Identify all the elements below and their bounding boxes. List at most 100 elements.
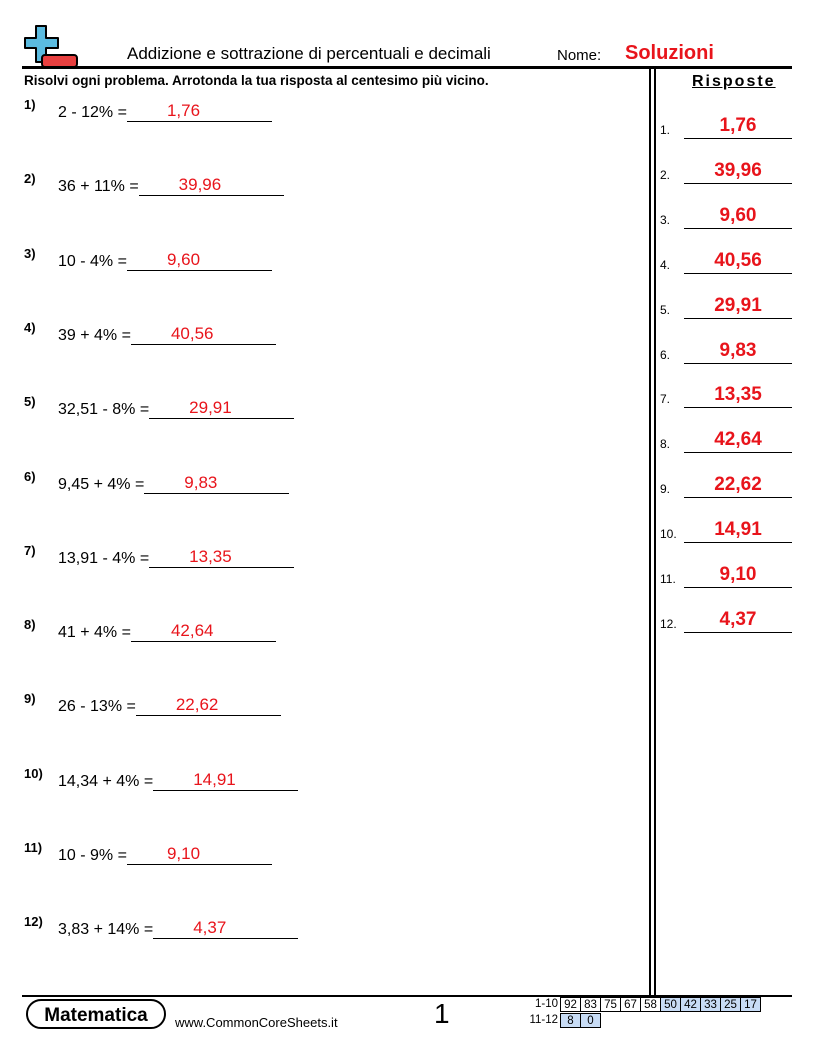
answer-number: 1. [660,123,671,137]
score-cell: 25 [720,997,741,1012]
worksheet-title: Addizione e sottrazione di percentuali e… [127,44,491,63]
answer-value: 39,96 [684,159,792,184]
header-divider [22,66,792,69]
score-cell: 42 [680,997,701,1012]
answer-number: 9. [660,482,671,497]
problem-item: 11) 10 - 9% = 9,10 [24,840,272,865]
answers-heading: Risposte [692,73,776,90]
site-url: www.CommonCoreSheets.it [175,1015,338,1030]
score-cell: 67 [620,997,641,1012]
problem-answer: 29,91 [149,398,295,420]
problem-answer: 40,56 [130,324,276,345]
answer-key-item: 1. 1,76 [660,109,792,139]
problem-expression: 9,45 + 4% = [58,475,145,493]
problem-expression: 10 - 4% = [58,252,127,270]
problem-answer: 14,91 [153,770,299,791]
problem-number: 12) [24,914,43,930]
score-cell: 8 [560,1013,581,1028]
problem-answer: 9,10 [126,844,272,865]
problem-number: 7) [24,542,36,558]
answer-number: 11. [660,572,676,586]
problem-expression: 2 - 12% = [58,104,127,121]
answer-value: 29,91 [684,294,792,319]
answer-number: 10. [660,527,677,542]
problem-item: 10) 14,34 + 4% = 14,91 [24,766,299,791]
answer-key-item: 3. 9,60 [660,199,792,229]
problem-number: 10) [24,765,43,781]
column-divider [649,69,651,995]
problem-answer: 39,96 [138,175,284,197]
score-row-label: 11-12 [529,1014,558,1026]
score-cell: 17 [740,997,761,1012]
problem-item: 5) 32,51 - 8% = 29,91 [24,394,295,420]
problem-item: 9) 26 - 13% = 22,62 [24,691,281,717]
answer-key-item: 2. 39,96 [660,154,792,184]
answer-number: 5. [660,302,671,317]
name-label: Nome: [557,47,602,64]
problem-answer: 42,64 [130,621,276,643]
answer-value: 9,83 [684,339,792,364]
answer-number: 3. [660,212,671,227]
answer-number: 4. [660,257,671,272]
answer-key-item: 9. 22,62 [660,468,792,499]
problem-item: 1) 2 - 12% = 1,76 [24,97,272,122]
problem-number: 4) [24,319,36,335]
answer-value: 13,35 [684,383,792,409]
answer-value: 40,56 [684,249,792,274]
answer-number: 2. [660,167,671,182]
answer-number: 8. [660,437,671,452]
brand-badge: Matematica [26,999,166,1029]
problem-expression: 14,34 + 4% = [58,772,154,790]
problem-item: 7) 13,91 - 4% = 13,35 [24,543,295,568]
name-value: Soluzioni [625,42,714,64]
score-cell: 75 [600,997,621,1012]
answer-value: 1,76 [684,114,792,139]
problem-expression: 36 + 11% = [58,178,139,196]
problem-expression: 41 + 4% = [58,624,131,642]
page-number: 1 [434,998,450,1029]
answer-key-item: 6. 9,83 [660,334,792,364]
score-cell: 92 [560,997,581,1012]
problem-answer: 22,62 [135,695,281,717]
problem-expression: 3,83 + 14% = [58,921,154,939]
problem-answer: 1,76 [126,101,272,122]
answer-value: 14,91 [684,518,792,544]
answer-key-item: 10. 14,91 [660,513,792,544]
answer-value: 9,10 [684,563,792,588]
answer-number: 6. [660,347,671,362]
instructions: Risolvi ogni problema. Arrotonda la tua … [24,73,489,88]
footer-divider [22,995,792,997]
answer-key-item: 5. 29,91 [660,289,792,319]
answer-value: 9,60 [684,204,792,229]
problem-number: 6) [24,468,36,484]
problem-expression: 32,51 - 8% = [58,401,150,419]
problem-item: 2) 36 + 11% = 39,96 [24,171,284,197]
problem-item: 4) 39 + 4% = 40,56 [24,320,276,345]
answer-key-item: 4. 40,56 [660,244,792,274]
score-row: 11-12 8 0 [526,1013,601,1028]
problem-number: 3) [24,245,36,261]
problem-item: 3) 10 - 4% = 9,60 [24,246,272,271]
problem-item: 6) 9,45 + 4% = 9,83 [24,469,290,494]
score-cell: 50 [660,997,681,1012]
score-cell: 83 [580,997,601,1012]
problem-number: 8) [24,617,36,633]
column-divider [654,69,656,995]
problem-number: 9) [24,691,36,707]
problem-expression: 39 + 4% = [58,326,131,344]
score-row: 1-10 92 83 75 67 58 50 42 33 25 17 [526,997,761,1012]
answer-key-item: 8. 42,64 [660,423,792,454]
problem-expression: 26 - 13% = [58,698,136,716]
problem-expression: 10 - 9% = [58,847,127,864]
problem-number: 2) [24,171,36,187]
problem-number: 11) [24,840,43,855]
answer-value: 42,64 [684,428,792,454]
answer-number: 12. [660,616,677,631]
problem-answer: 13,35 [149,547,295,568]
problem-answer: 9,60 [126,250,272,271]
score-cell: 33 [700,997,721,1012]
answer-key-item: 12. 4,37 [660,603,792,633]
problem-item: 8) 41 + 4% = 42,64 [24,617,276,643]
plus-minus-logo-icon [24,25,78,68]
